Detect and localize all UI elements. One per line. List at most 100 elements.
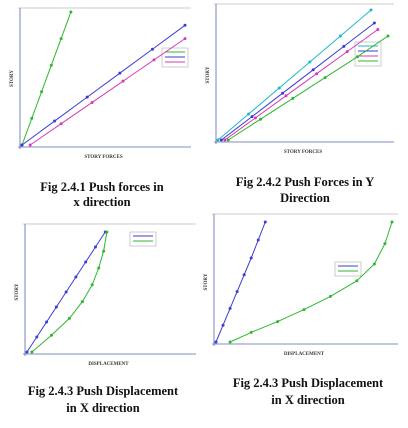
point [64, 290, 68, 294]
point [372, 262, 376, 266]
point [228, 306, 232, 310]
point [102, 249, 106, 253]
point [74, 275, 78, 279]
x-axis-label: STORY FORCES [284, 150, 323, 155]
caption: x direction [73, 195, 130, 209]
point [342, 44, 346, 48]
point [28, 143, 32, 147]
point [315, 72, 319, 76]
y-axis-label: STORY [10, 70, 15, 87]
point [67, 316, 71, 320]
point [59, 37, 63, 41]
point [93, 245, 97, 249]
series-line [221, 22, 375, 141]
point [390, 220, 394, 224]
point [345, 50, 349, 54]
point [30, 350, 34, 354]
y-axis-label: STORY [204, 273, 209, 290]
point [235, 290, 239, 294]
point [30, 116, 34, 120]
series-line [31, 231, 108, 353]
y-axis-label: STORY [206, 66, 211, 83]
point [228, 340, 232, 344]
point [259, 117, 262, 121]
point [223, 138, 227, 142]
series-line [229, 221, 393, 343]
caption: Fig 2.4.3 Push Displacement [233, 376, 384, 390]
point [183, 37, 187, 41]
point [242, 273, 246, 277]
point [338, 34, 342, 38]
point [383, 242, 387, 246]
series-line [224, 29, 379, 141]
point [328, 294, 332, 298]
point [311, 68, 315, 72]
x-axis-label: DISPLACEMENT [284, 352, 325, 357]
x-axis-label: STORY FORCES [84, 155, 123, 160]
series-line [215, 221, 266, 343]
point [69, 10, 73, 14]
point [150, 47, 154, 51]
point [90, 100, 94, 104]
point [302, 308, 306, 312]
point [355, 279, 359, 283]
point [281, 91, 285, 95]
point [216, 138, 220, 142]
point [118, 71, 122, 75]
point [219, 138, 223, 142]
caption: in X direction [66, 401, 139, 415]
point [84, 260, 88, 264]
legend [334, 261, 362, 277]
point [250, 115, 254, 119]
series-line [21, 11, 72, 146]
caption: Direction [280, 191, 330, 205]
point [386, 34, 390, 38]
x-axis-label: DISPLACEMENT [88, 362, 129, 367]
point [40, 90, 44, 94]
point [276, 320, 280, 324]
point [369, 8, 373, 12]
point [308, 60, 312, 64]
point [323, 76, 327, 80]
point [226, 138, 230, 142]
point [372, 21, 376, 25]
point [53, 119, 57, 123]
caption: Fig 2.4.3 Push Displacement [28, 384, 179, 398]
point [247, 112, 251, 116]
caption: Fig 2.4.1 Push forces in [40, 180, 163, 194]
point [25, 350, 29, 354]
point [121, 79, 125, 83]
point [263, 220, 267, 224]
point [85, 95, 89, 99]
point [49, 63, 53, 67]
point [221, 323, 225, 327]
series-line [227, 35, 389, 141]
point [90, 283, 94, 287]
point [277, 86, 281, 90]
point [284, 94, 288, 98]
series-line [29, 38, 186, 146]
point [20, 143, 24, 147]
caption: Fig 2.4.2 Push Forces in Y [236, 175, 375, 189]
caption: in X direction [271, 393, 344, 407]
point [45, 320, 49, 324]
point [249, 330, 253, 334]
point [249, 256, 253, 260]
point [54, 305, 58, 309]
legend [129, 231, 157, 247]
point [152, 58, 156, 62]
point [97, 266, 101, 270]
point [35, 335, 39, 339]
point [355, 55, 359, 59]
point [59, 122, 63, 126]
point [80, 300, 84, 304]
point [214, 340, 218, 344]
series-line [217, 9, 372, 141]
point [256, 238, 260, 242]
y-axis-label: STORY [15, 283, 20, 300]
series-line [21, 24, 186, 146]
point [105, 230, 109, 234]
point [376, 28, 380, 31]
point [183, 23, 187, 27]
